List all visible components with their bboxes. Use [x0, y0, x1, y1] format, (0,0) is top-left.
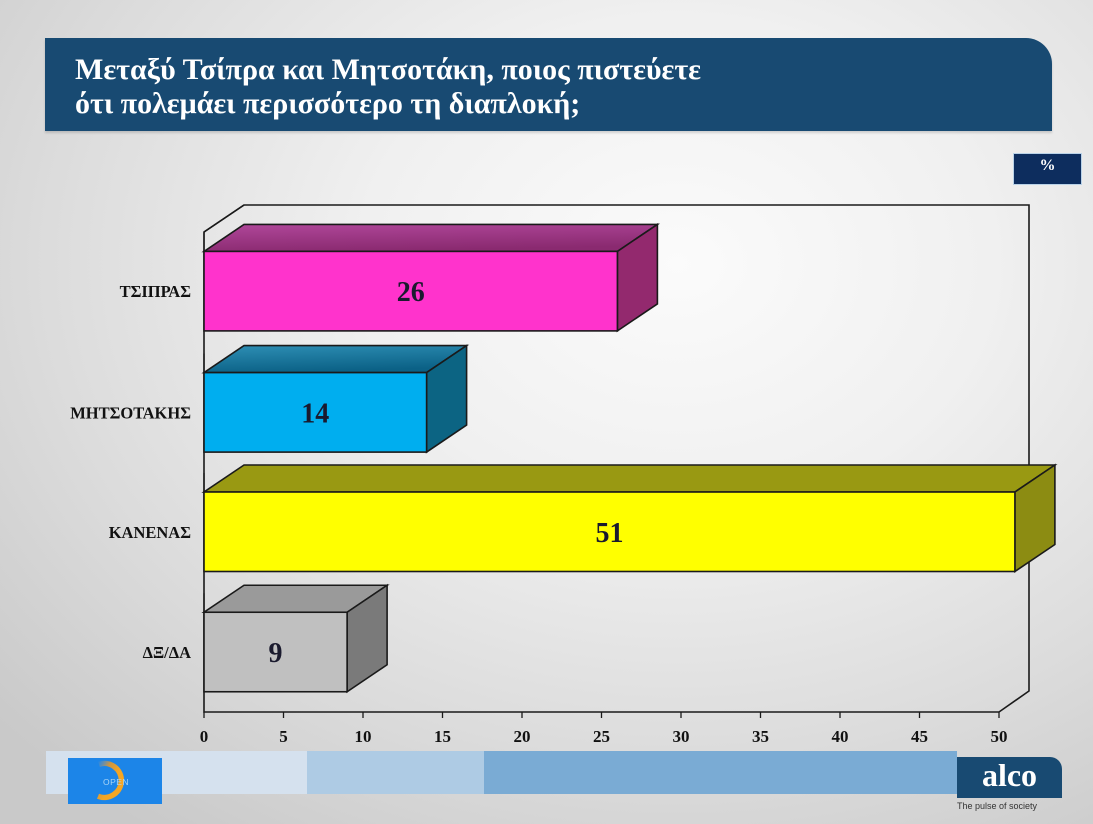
svg-text:45: 45 [911, 727, 928, 746]
svg-text:0: 0 [200, 727, 209, 746]
svg-text:35: 35 [752, 727, 769, 746]
svg-text:9: 9 [269, 638, 283, 669]
svg-text:20: 20 [514, 727, 531, 746]
svg-text:10: 10 [355, 727, 372, 746]
svg-text:26: 26 [397, 277, 425, 308]
svg-text:ΚΑΝΕΝΑΣ: ΚΑΝΕΝΑΣ [109, 523, 192, 542]
svg-text:40: 40 [832, 727, 849, 746]
svg-text:25: 25 [593, 727, 610, 746]
svg-text:50: 50 [991, 727, 1008, 746]
svg-text:5: 5 [279, 727, 288, 746]
svg-text:51: 51 [595, 518, 623, 549]
svg-text:ΜΗΤΣΟΤΑΚΗΣ: ΜΗΤΣΟΤΑΚΗΣ [70, 403, 191, 422]
svg-text:14: 14 [301, 398, 329, 429]
svg-text:15: 15 [434, 727, 451, 746]
svg-text:30: 30 [673, 727, 690, 746]
svg-text:ΤΣΙΠΡΑΣ: ΤΣΙΠΡΑΣ [120, 282, 192, 301]
svg-text:ΔΞ/ΔΑ: ΔΞ/ΔΑ [143, 643, 191, 662]
